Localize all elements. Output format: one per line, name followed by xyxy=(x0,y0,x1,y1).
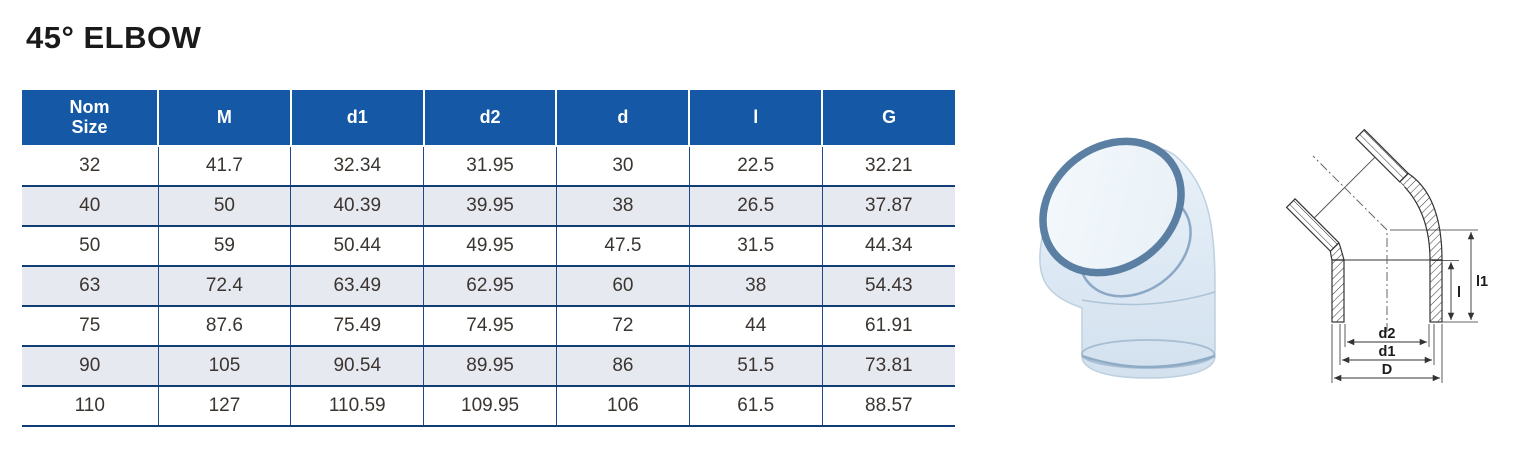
table-cell: 47.5 xyxy=(556,226,690,266)
table-cell: 50 xyxy=(158,186,292,226)
dim-label-d2: d2 xyxy=(1379,326,1396,342)
table-cell: 110.59 xyxy=(290,386,425,426)
column-header-l: l xyxy=(689,90,824,146)
bottom-front-edge xyxy=(1081,354,1216,369)
column-header-label: d1 xyxy=(346,107,368,127)
column-header-label: G xyxy=(882,107,897,127)
table-cell: 50.44 xyxy=(290,226,425,266)
table-row: 110 127 110.59 109.95 106 61.5 88.57 xyxy=(22,386,955,426)
table-cell: 51.5 xyxy=(689,346,823,386)
table-cell: 38 xyxy=(556,186,690,226)
table-cell: 63 xyxy=(22,266,159,306)
table-cell: 44.34 xyxy=(865,235,913,256)
table-cell: 54.43 xyxy=(865,275,913,296)
column-header-d1: d1 xyxy=(290,90,425,146)
table-row: 40 50 40.39 39.95 38 26.5 37.87 xyxy=(22,186,955,226)
table-cell: 32.34 xyxy=(290,146,425,186)
table-cell: 61.5 xyxy=(689,386,823,426)
column-header-label: d xyxy=(617,107,629,127)
table-cell: 63.49 xyxy=(290,266,425,306)
elbow-opening-rim xyxy=(1039,137,1185,277)
table-row: 75 87.6 75.49 74.95 72 44 61.91 xyxy=(22,306,955,346)
table-cell: 88.57 xyxy=(865,395,913,416)
table-cell: 31.5 xyxy=(689,226,823,266)
table-cell: 37.87 xyxy=(865,195,913,216)
table-cell: 49.95 xyxy=(423,226,557,266)
table-cell: 44 xyxy=(689,306,823,346)
column-header-d: d xyxy=(556,90,691,146)
column-header-label: M xyxy=(216,107,232,127)
dim-label-l: l xyxy=(1457,285,1461,301)
table-cell: 41.7 xyxy=(158,146,292,186)
column-header-nom-size: Nom Size xyxy=(22,90,159,146)
table-cell: 62.95 xyxy=(423,266,557,306)
table-row: 63 72.4 63.49 62.95 60 38 54.43 xyxy=(22,266,955,306)
socket-seam-line xyxy=(1081,291,1216,306)
table-cell: 87.6 xyxy=(158,306,292,346)
column-header-label: d2 xyxy=(479,107,501,127)
column-header-g: G xyxy=(822,90,955,146)
page-title: 45° ELBOW xyxy=(26,20,202,55)
table-row: 32 41.7 32.34 31.95 30 22.5 32.21 xyxy=(22,146,955,186)
table-cell: 106 xyxy=(556,386,690,426)
product-photo xyxy=(1012,128,1240,384)
table-cell: 26.5 xyxy=(689,186,823,226)
dimension-diagram: l l1 d2 d1 D xyxy=(1270,100,1510,410)
table-cell: 72.4 xyxy=(158,266,292,306)
table-cell: 22.5 xyxy=(689,146,823,186)
elbow-cross-section xyxy=(1285,128,1443,332)
table-cell: 61.91 xyxy=(865,315,913,336)
table-cell: 90 xyxy=(22,346,159,386)
table-cell: 60 xyxy=(556,266,690,306)
table-cell: 75.49 xyxy=(290,306,425,346)
table-cell: 72 xyxy=(556,306,690,346)
elbow-section-drawing-icon: l l1 d2 d1 D xyxy=(1285,128,1489,383)
table-cell: 30 xyxy=(556,146,690,186)
dim-label-d1: d1 xyxy=(1379,344,1396,360)
table-cell: 74.95 xyxy=(423,306,557,346)
dimension-lines xyxy=(1331,229,1478,383)
column-header-m: M xyxy=(158,90,292,146)
transparent-elbow-photo-icon xyxy=(1039,137,1216,379)
table-cell: 127 xyxy=(158,386,292,426)
table-cell: 90.54 xyxy=(290,346,425,386)
column-header-label: l xyxy=(753,107,759,127)
table-cell: 38 xyxy=(689,266,823,306)
table-cell: 32 xyxy=(22,146,159,186)
table-cell: 40 xyxy=(22,186,159,226)
table-cell: 59 xyxy=(158,226,292,266)
table-cell: 109.95 xyxy=(423,386,557,426)
table-row: 90 105 90.54 89.95 86 51.5 73.81 xyxy=(22,346,955,386)
table-cell: 89.95 xyxy=(423,346,557,386)
table-body: 32 41.7 32.34 31.95 30 22.5 32.21 40 50 40.39 39.9… xyxy=(22,146,955,426)
table-cell: 86 xyxy=(556,346,690,386)
column-header-d2: d2 xyxy=(423,90,558,146)
table-cell: 110 xyxy=(22,386,159,426)
table-cell: 32.21 xyxy=(865,155,913,176)
table-cell: 31.95 xyxy=(423,146,557,186)
table-cell: 39.95 xyxy=(423,186,557,226)
table-row: 50 59 50.44 49.95 47.5 31.5 44.34 xyxy=(22,226,955,266)
dimension-labels: l l1 d2 d1 D xyxy=(1379,274,1489,378)
table-cell: 105 xyxy=(158,346,292,386)
table-cell: 75 xyxy=(22,306,159,346)
centerline xyxy=(1312,155,1388,332)
table-cell: 73.81 xyxy=(865,355,913,376)
dim-label-l1: l1 xyxy=(1476,274,1488,290)
dim-label-D: D xyxy=(1382,362,1392,378)
table-cell: 50 xyxy=(22,226,159,266)
table-cell: 40.39 xyxy=(290,186,425,226)
column-header-label: Nom Size xyxy=(69,96,110,138)
